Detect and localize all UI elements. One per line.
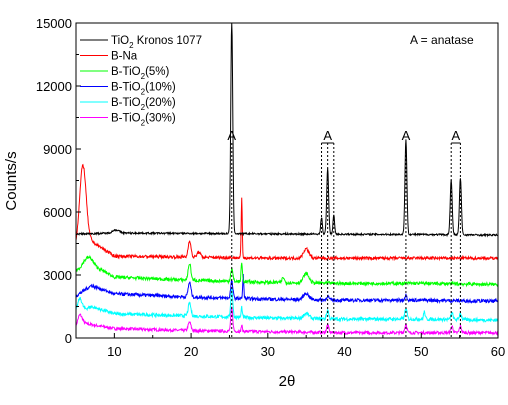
- legend-label: B-TiO2(10%): [111, 82, 176, 97]
- legend-label: B-Na: [111, 51, 138, 63]
- legend-label: B-TiO2(30%): [111, 113, 176, 128]
- series-line: [75, 273, 499, 305]
- y-tick-label: 0: [65, 331, 72, 346]
- x-tick-label: 60: [491, 344, 505, 359]
- peak-label: A: [227, 128, 236, 143]
- y-axis: 0 3000 6000 9000 12000 15000: [36, 16, 81, 346]
- plot-series: [75, 22, 499, 336]
- x-tick-label: 20: [184, 344, 198, 359]
- x-tick-label: 10: [107, 344, 121, 359]
- legend-label: B-TiO2(20%): [111, 97, 176, 112]
- series-line: [75, 254, 499, 288]
- peak-label: A: [451, 128, 460, 143]
- y-tick-label: 15000: [36, 16, 72, 31]
- series-line: [75, 287, 499, 324]
- peak-label: A: [323, 128, 332, 143]
- series-line: [75, 305, 499, 336]
- y-tick-label: 9000: [43, 142, 72, 157]
- series-line: [75, 163, 499, 262]
- x-tick-label: 40: [337, 344, 351, 359]
- y-axis-title: Counts/s: [3, 151, 20, 210]
- annotation-anatase: A = anatase: [410, 33, 474, 47]
- legend-label: B-TiO2(5%): [111, 66, 170, 81]
- x-tick-label: 30: [261, 344, 275, 359]
- peak-label: A: [402, 128, 411, 143]
- y-tick-label: 12000: [36, 79, 72, 94]
- legend-label: TiO2 Kronos 1077: [111, 35, 202, 50]
- series-line: [75, 22, 499, 238]
- x-axis: 10 20 30 40 50 60: [107, 333, 505, 359]
- y-tick-label: 6000: [43, 205, 72, 220]
- x-axis-title: 2θ: [279, 373, 296, 390]
- y-tick-label: 3000: [43, 268, 72, 283]
- x-tick-label: 50: [414, 344, 428, 359]
